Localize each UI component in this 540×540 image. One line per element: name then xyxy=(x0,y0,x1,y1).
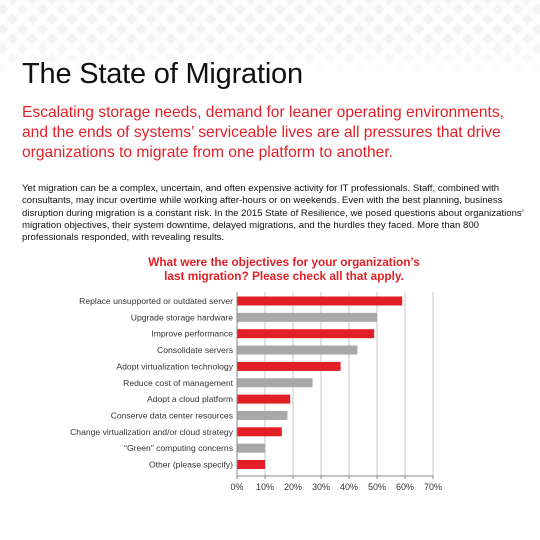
category-label: “Green” computing concerns xyxy=(124,443,233,453)
category-label: Adopt a cloud platform xyxy=(147,394,233,404)
body-text: Yet migration can be a complex, uncertai… xyxy=(22,183,524,244)
bar xyxy=(237,460,265,469)
x-tick-label: 10% xyxy=(256,482,274,492)
page-title: The State of Migration xyxy=(22,58,303,90)
category-label: Replace unsupported or outdated server xyxy=(79,296,233,306)
bar xyxy=(237,443,265,453)
chart-title-line-1: What were the objectives for your organi… xyxy=(148,255,420,269)
x-tick-label: 40% xyxy=(340,482,358,492)
x-tick-label: 60% xyxy=(396,482,414,492)
bar xyxy=(237,427,282,437)
category-label: Change virtualization and/or cloud strat… xyxy=(70,427,234,437)
x-tick-label: 0% xyxy=(230,482,243,492)
bar xyxy=(237,329,375,339)
category-label: Adopt virtualization technology xyxy=(116,361,233,371)
chart-title-line-2: last migration? Please check all that ap… xyxy=(164,268,404,283)
bar xyxy=(237,345,358,355)
category-label: Reduce cost of management xyxy=(123,378,233,388)
bar xyxy=(237,410,288,420)
category-label: Improve performance xyxy=(151,329,233,339)
category-label: Upgrade storage hardware xyxy=(131,312,233,322)
bar xyxy=(237,361,341,371)
x-tick-label: 30% xyxy=(312,482,330,492)
category-label: Consolidate servers xyxy=(157,345,233,355)
intro-text: Escalating storage needs, demand for lea… xyxy=(22,104,504,161)
category-label: Conserve data center resources xyxy=(111,410,233,420)
chart-title: What were the objectives for your organi… xyxy=(0,255,540,283)
x-tick-label: 50% xyxy=(368,482,386,492)
x-tick-label: 70% xyxy=(424,482,442,492)
x-tick-label: 20% xyxy=(284,482,302,492)
bar xyxy=(237,296,403,306)
category-label: Other (please specify) xyxy=(149,460,233,470)
bar xyxy=(237,312,377,322)
bar xyxy=(237,378,313,388)
header-fade xyxy=(0,40,540,80)
bar xyxy=(237,394,291,404)
